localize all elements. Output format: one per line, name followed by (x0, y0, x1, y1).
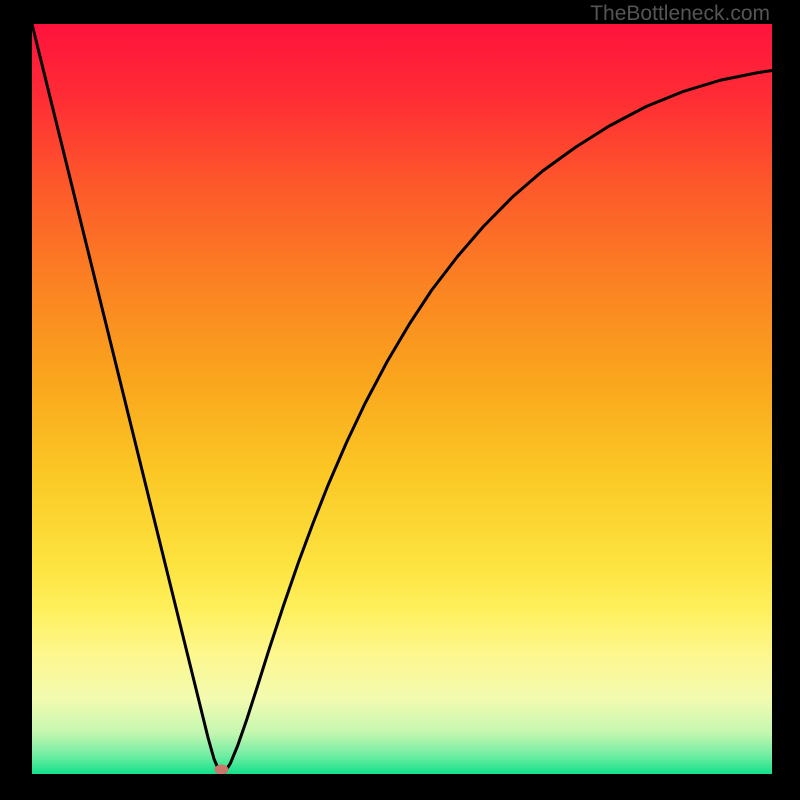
chart-frame: TheBottleneck.com (0, 0, 800, 800)
plot-area (32, 24, 772, 774)
gradient-background (32, 24, 772, 774)
watermark-text: TheBottleneck.com (590, 2, 770, 26)
chart-svg (32, 24, 772, 774)
